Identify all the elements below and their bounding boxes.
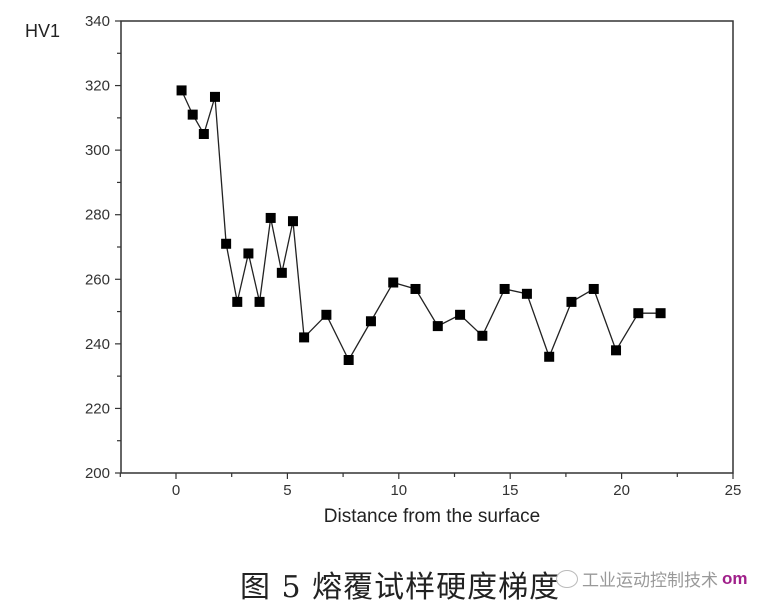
y-tick-label: 220 <box>85 400 110 417</box>
axis-ticks: 200 220 240 260 280 300 320 340 0 5 10 15 20 25 <box>85 13 741 499</box>
data-point-marker <box>287 216 298 227</box>
x-axis-label: Distance from the surface <box>324 506 540 527</box>
data-point-marker <box>588 283 599 294</box>
data-point-marker <box>611 345 622 356</box>
y-tick-label: 340 <box>85 13 110 30</box>
data-point-marker <box>209 91 220 102</box>
y-tick-label: 280 <box>85 207 110 224</box>
data-point-marker <box>221 238 232 249</box>
x-tick-label: 25 <box>725 482 742 499</box>
y-tick-label: 200 <box>85 465 110 482</box>
data-point-marker <box>499 283 510 294</box>
data-point-marker <box>243 248 254 259</box>
y-tick-label: 320 <box>85 78 110 95</box>
x-tick-label: 5 <box>283 482 291 499</box>
data-point-marker <box>299 332 310 343</box>
data-point-marker <box>276 267 287 278</box>
data-series <box>176 85 666 365</box>
data-point-marker <box>187 109 198 120</box>
data-point-marker <box>633 308 644 319</box>
watermark-suffix: om <box>722 568 748 588</box>
x-tick-label: 15 <box>502 482 519 499</box>
data-point-marker <box>232 296 243 307</box>
data-point-marker <box>544 351 555 362</box>
wechat-icon <box>556 569 578 588</box>
hardness-chart: 200 220 240 260 280 300 320 340 0 5 10 15 20 25 HV1 D… <box>25 13 741 527</box>
y-axis-label: HV1 <box>25 21 60 41</box>
watermark-text: 工业运动控制技术 <box>582 571 718 590</box>
data-point-marker <box>521 288 532 299</box>
y-tick-label: 260 <box>85 271 110 288</box>
data-point-marker <box>198 129 209 139</box>
data-point-marker <box>254 296 265 307</box>
x-tick-label: 10 <box>390 482 407 499</box>
y-tick-label: 240 <box>85 336 110 353</box>
data-point-marker <box>566 296 577 307</box>
watermark: 工业运动控制技术 om <box>556 566 748 591</box>
plot-frame <box>120 20 734 474</box>
data-point-marker <box>321 309 332 320</box>
data-point-marker <box>176 85 187 96</box>
figure-caption: 图 5 熔覆试样硬度梯度 <box>240 570 561 605</box>
data-point-marker <box>455 309 466 320</box>
x-tick-label: 0 <box>172 482 180 499</box>
data-point-marker <box>432 321 443 332</box>
data-point-marker <box>410 283 421 294</box>
x-tick-label: 20 <box>613 482 630 499</box>
data-point-marker <box>365 316 376 327</box>
data-point-marker <box>388 277 399 288</box>
data-point-marker <box>343 355 354 365</box>
data-point-marker <box>477 330 488 341</box>
y-tick-label: 300 <box>85 142 110 159</box>
data-point-marker <box>265 212 276 223</box>
data-point-marker <box>655 308 666 319</box>
